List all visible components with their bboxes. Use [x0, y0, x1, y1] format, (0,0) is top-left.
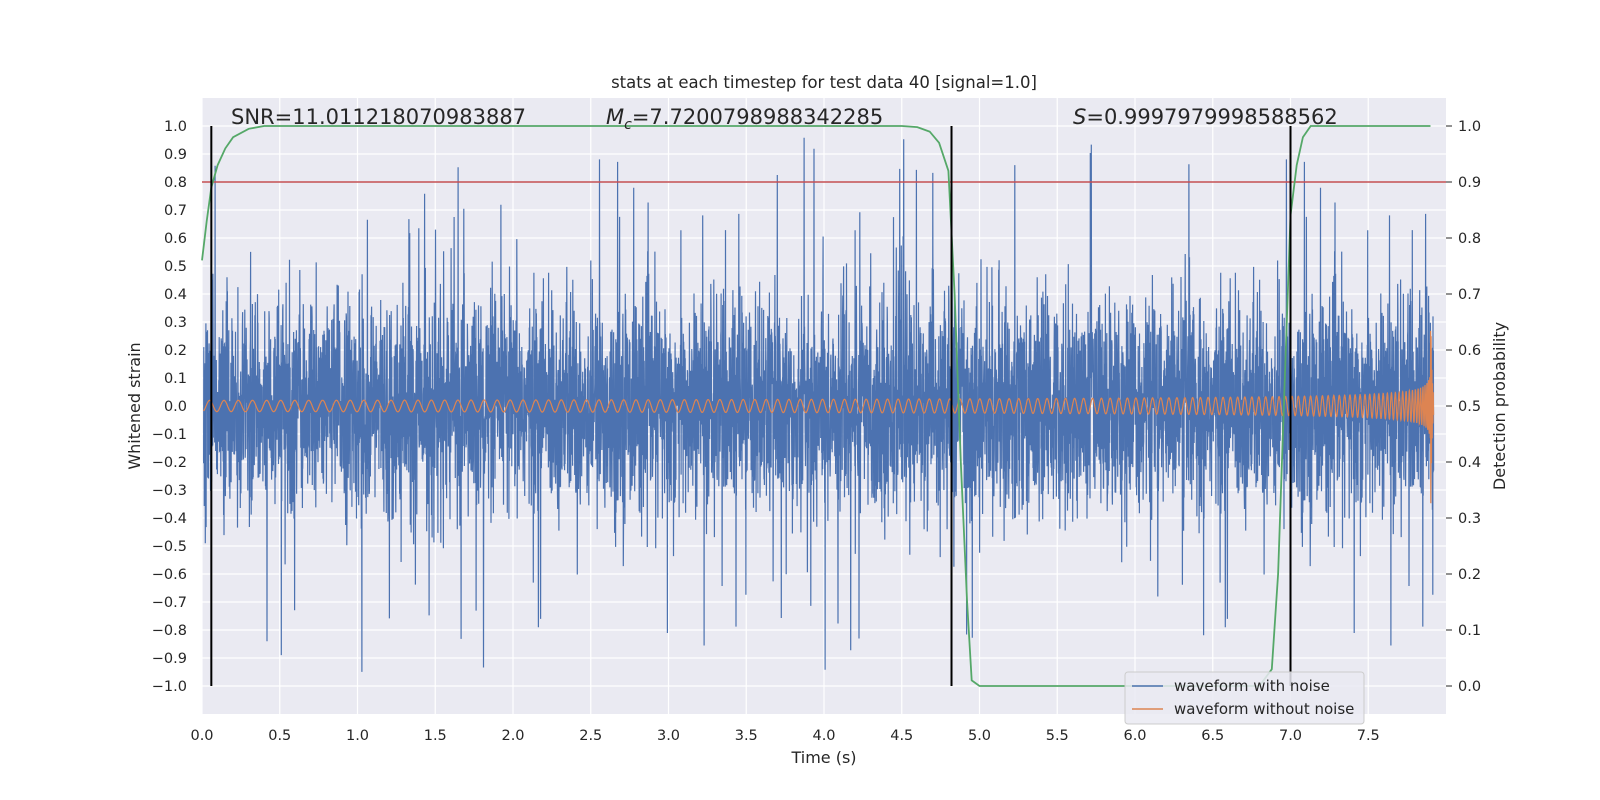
y2-axis-label: Detection probability [1490, 322, 1509, 490]
y2-tick-label: 0.5 [1458, 399, 1481, 415]
y2-tick-label: 0.1 [1458, 623, 1481, 639]
snr-annotation: SNR=11.011218070983887 [231, 105, 526, 129]
x-tick-label: 2.5 [579, 728, 602, 744]
x-tick-label: 4.0 [812, 728, 835, 744]
y2-tick-label: 0.0 [1458, 679, 1481, 695]
x-tick-label: 6.0 [1123, 728, 1146, 744]
y-tick-label: −1.0 [152, 679, 187, 695]
x-tick-label: 5.5 [1046, 728, 1069, 744]
legend-label-noisy: waveform with noise [1174, 677, 1330, 695]
y-tick-label: −0.2 [152, 455, 187, 471]
legend: waveform with noise waveform without noi… [1124, 671, 1365, 725]
x-tick-label: 2.0 [501, 728, 524, 744]
x-tick-label: 7.5 [1357, 728, 1380, 744]
y2-tick-label: 0.2 [1458, 567, 1481, 583]
y2-tick-label: 0.6 [1458, 343, 1481, 359]
y-tick-label: −0.8 [152, 623, 187, 639]
plot-content [201, 125, 1446, 687]
chart-title: stats at each timestep for test data 40 … [611, 73, 1037, 92]
series-waveform-with-noise [203, 137, 1435, 672]
y-tick-label: 0.9 [164, 147, 187, 163]
y-tick-label: 0.2 [164, 343, 187, 359]
y-tick-label: −0.9 [152, 651, 187, 667]
y-tick-label: 0.4 [164, 287, 187, 303]
x-tick-label: 3.0 [657, 728, 680, 744]
legend-box [1124, 671, 1365, 725]
s-symbol: S [1073, 105, 1086, 129]
chirp-mass-symbol: M [606, 105, 624, 129]
x-tick-label: 6.5 [1201, 728, 1224, 744]
x-tick-label: 3.5 [735, 728, 758, 744]
y-tick-label: 0.1 [164, 371, 187, 387]
ticks: 0.0 0.5 1.0 1.5 2.0 2.5 3.0 3.5 4.0 4.5 5.0 5.5 6.0 6… [152, 119, 1481, 744]
y2-tick-label: 0.4 [1458, 455, 1481, 471]
y-tick-label: −0.4 [152, 511, 187, 527]
y2-tick-label: 0.9 [1458, 175, 1481, 191]
y-tick-label: 0.5 [164, 259, 187, 275]
y-tick-label: 1.0 [164, 119, 187, 135]
y2-tick-label: 0.7 [1458, 287, 1481, 303]
x-tick-label: 5.0 [968, 728, 991, 744]
y-tick-label: −0.1 [152, 427, 187, 443]
y-tick-label: 0.8 [164, 175, 187, 191]
x-tick-label: 0.0 [190, 728, 213, 744]
y-tick-label: 0.0 [164, 399, 187, 415]
series-waveform-without-noise [203, 330, 1435, 504]
x-tick-label: 4.5 [890, 728, 913, 744]
x-tick-label: 1.0 [346, 728, 369, 744]
chirp-mass-subscript: c [624, 117, 632, 133]
y-tick-label: −0.5 [152, 539, 187, 555]
s-annotation: S=0.9997979998588562 [1073, 105, 1338, 129]
y2-tick-label: 1.0 [1458, 119, 1481, 135]
y-tick-label: 0.6 [164, 231, 187, 247]
y-tick-label: −0.3 [152, 483, 187, 499]
x-tick-label: 1.5 [424, 728, 447, 744]
x-axis-label: Time (s) [790, 748, 856, 767]
y-tick-label: 0.3 [164, 315, 187, 331]
legend-label-clean: waveform without noise [1174, 700, 1354, 718]
s-value: =0.9997979998588562 [1086, 105, 1337, 129]
y-tick-label: −0.6 [152, 567, 187, 583]
x-tick-label: 0.5 [268, 728, 291, 744]
y2-tick-label: 0.3 [1458, 511, 1481, 527]
y-tick-label: 0.7 [164, 203, 187, 219]
x-tick-label: 7.0 [1279, 728, 1302, 744]
y-axis-label: Whitened strain [125, 342, 144, 469]
y-tick-label: −0.7 [152, 595, 187, 611]
chirp-mass-annotation: Mc=7.7200798988342285 [606, 105, 883, 133]
y2-tick-label: 0.8 [1458, 231, 1481, 247]
chirp-mass-value: =7.7200798988342285 [632, 105, 883, 129]
